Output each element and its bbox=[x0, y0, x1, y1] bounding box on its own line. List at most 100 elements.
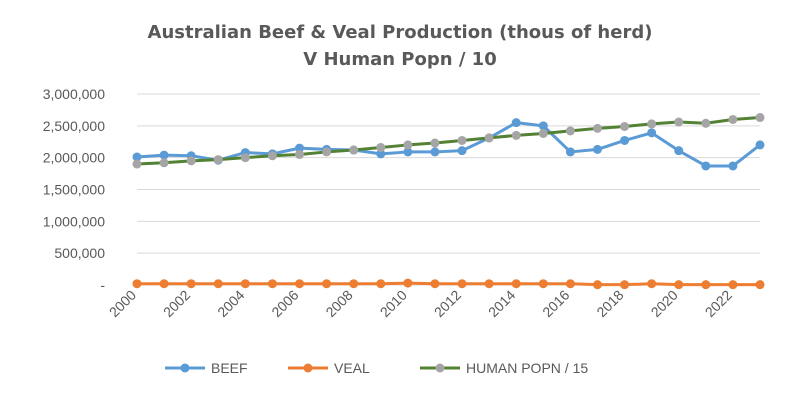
series-group bbox=[132, 113, 765, 290]
x-tick-label: 2008 bbox=[322, 287, 355, 320]
data-point bbox=[620, 280, 630, 290]
data-point bbox=[430, 138, 440, 148]
y-tick-label: 3,000,000 bbox=[43, 86, 105, 102]
data-point bbox=[674, 280, 684, 290]
data-point bbox=[592, 144, 602, 154]
data-point bbox=[132, 279, 142, 289]
x-tick-label: 2010 bbox=[377, 287, 410, 320]
data-point bbox=[511, 130, 521, 140]
data-point bbox=[132, 159, 142, 169]
data-point bbox=[647, 128, 657, 138]
data-point bbox=[728, 114, 738, 124]
legend-marker bbox=[180, 363, 190, 373]
legend-label: VEAL bbox=[334, 360, 370, 376]
x-tick-label: 2004 bbox=[214, 287, 247, 320]
legend-marker bbox=[435, 363, 445, 373]
data-point bbox=[565, 279, 575, 289]
y-tick-label: 1,000,000 bbox=[43, 213, 105, 229]
data-point bbox=[403, 278, 413, 288]
data-point bbox=[511, 118, 521, 128]
x-tick-label: 2002 bbox=[160, 287, 193, 320]
y-axis: - 500,000 1,000,000 1,500,000 2,000,000 2,500… bbox=[43, 86, 106, 293]
data-point bbox=[755, 280, 765, 290]
series-line bbox=[137, 281, 760, 287]
data-point bbox=[728, 161, 738, 171]
chart-title-line-2: V Human Popn / 10 bbox=[303, 49, 496, 70]
data-point bbox=[322, 147, 332, 157]
data-point bbox=[728, 280, 738, 290]
data-point bbox=[159, 158, 169, 168]
data-point bbox=[267, 279, 277, 289]
data-point bbox=[565, 147, 575, 157]
data-point bbox=[701, 280, 711, 290]
data-point bbox=[376, 279, 386, 289]
series-line bbox=[136, 116, 761, 166]
legend-item: VEAL bbox=[288, 360, 370, 376]
data-point bbox=[647, 119, 657, 129]
data-point bbox=[430, 279, 440, 289]
data-point bbox=[213, 279, 223, 289]
y-tick-label: 1,500,000 bbox=[43, 182, 105, 198]
y-tick-label: - bbox=[100, 277, 105, 293]
data-point bbox=[376, 149, 386, 159]
data-point bbox=[295, 279, 305, 289]
data-point bbox=[322, 279, 332, 289]
data-point bbox=[511, 279, 521, 289]
x-tick-label: 2014 bbox=[485, 287, 518, 320]
data-point bbox=[213, 155, 223, 165]
data-point bbox=[538, 279, 548, 289]
data-point bbox=[349, 279, 359, 289]
x-tick-label: 2012 bbox=[431, 287, 464, 320]
data-point bbox=[186, 279, 196, 289]
x-tick-label: 2022 bbox=[702, 287, 735, 320]
x-tick-label: 2020 bbox=[648, 287, 681, 320]
data-point bbox=[430, 147, 440, 157]
series-human-popn-15 bbox=[132, 113, 765, 169]
data-point bbox=[755, 140, 765, 150]
series-veal bbox=[132, 278, 765, 290]
data-point bbox=[701, 118, 711, 128]
data-point bbox=[295, 149, 305, 159]
data-point bbox=[267, 151, 277, 161]
data-point bbox=[538, 121, 548, 131]
data-point bbox=[240, 279, 250, 289]
data-point bbox=[755, 113, 765, 123]
data-point bbox=[132, 152, 142, 162]
data-point bbox=[240, 153, 250, 163]
x-tick-label: 2000 bbox=[106, 287, 139, 320]
data-point bbox=[484, 279, 494, 289]
data-point bbox=[592, 123, 602, 133]
y-tick-label: 2,000,000 bbox=[43, 150, 105, 166]
data-point bbox=[186, 156, 196, 166]
legend-label: BEEF bbox=[211, 360, 248, 376]
data-point bbox=[457, 135, 467, 145]
x-tick-label: 2006 bbox=[268, 287, 301, 320]
data-point bbox=[538, 128, 548, 138]
data-point bbox=[647, 279, 657, 289]
data-point bbox=[620, 135, 630, 145]
series-line bbox=[136, 121, 761, 168]
data-point bbox=[620, 121, 630, 131]
data-point bbox=[674, 117, 684, 127]
legend-label: HUMAN POPN / 15 bbox=[466, 360, 588, 376]
data-point bbox=[457, 279, 467, 289]
data-point bbox=[403, 147, 413, 157]
x-tick-label: 2016 bbox=[539, 287, 572, 320]
data-point bbox=[701, 161, 711, 171]
data-point bbox=[295, 143, 305, 153]
data-point bbox=[565, 126, 575, 136]
data-point bbox=[403, 140, 413, 150]
data-point bbox=[592, 280, 602, 290]
y-tick-label: 2,500,000 bbox=[43, 118, 105, 134]
x-tick-label: 2018 bbox=[593, 287, 626, 320]
data-point bbox=[457, 146, 467, 156]
legend-item: HUMAN POPN / 15 bbox=[420, 360, 588, 376]
chart-title-line-1: Australian Beef & Veal Production (thous… bbox=[148, 22, 653, 43]
legend-item: BEEF bbox=[165, 360, 248, 376]
chart-title: Australian Beef & Veal Production (thous… bbox=[148, 22, 653, 70]
legend: BEEF VEAL HUMAN POPN / 15 bbox=[165, 360, 588, 376]
legend-marker bbox=[303, 363, 313, 373]
data-point bbox=[674, 146, 684, 156]
